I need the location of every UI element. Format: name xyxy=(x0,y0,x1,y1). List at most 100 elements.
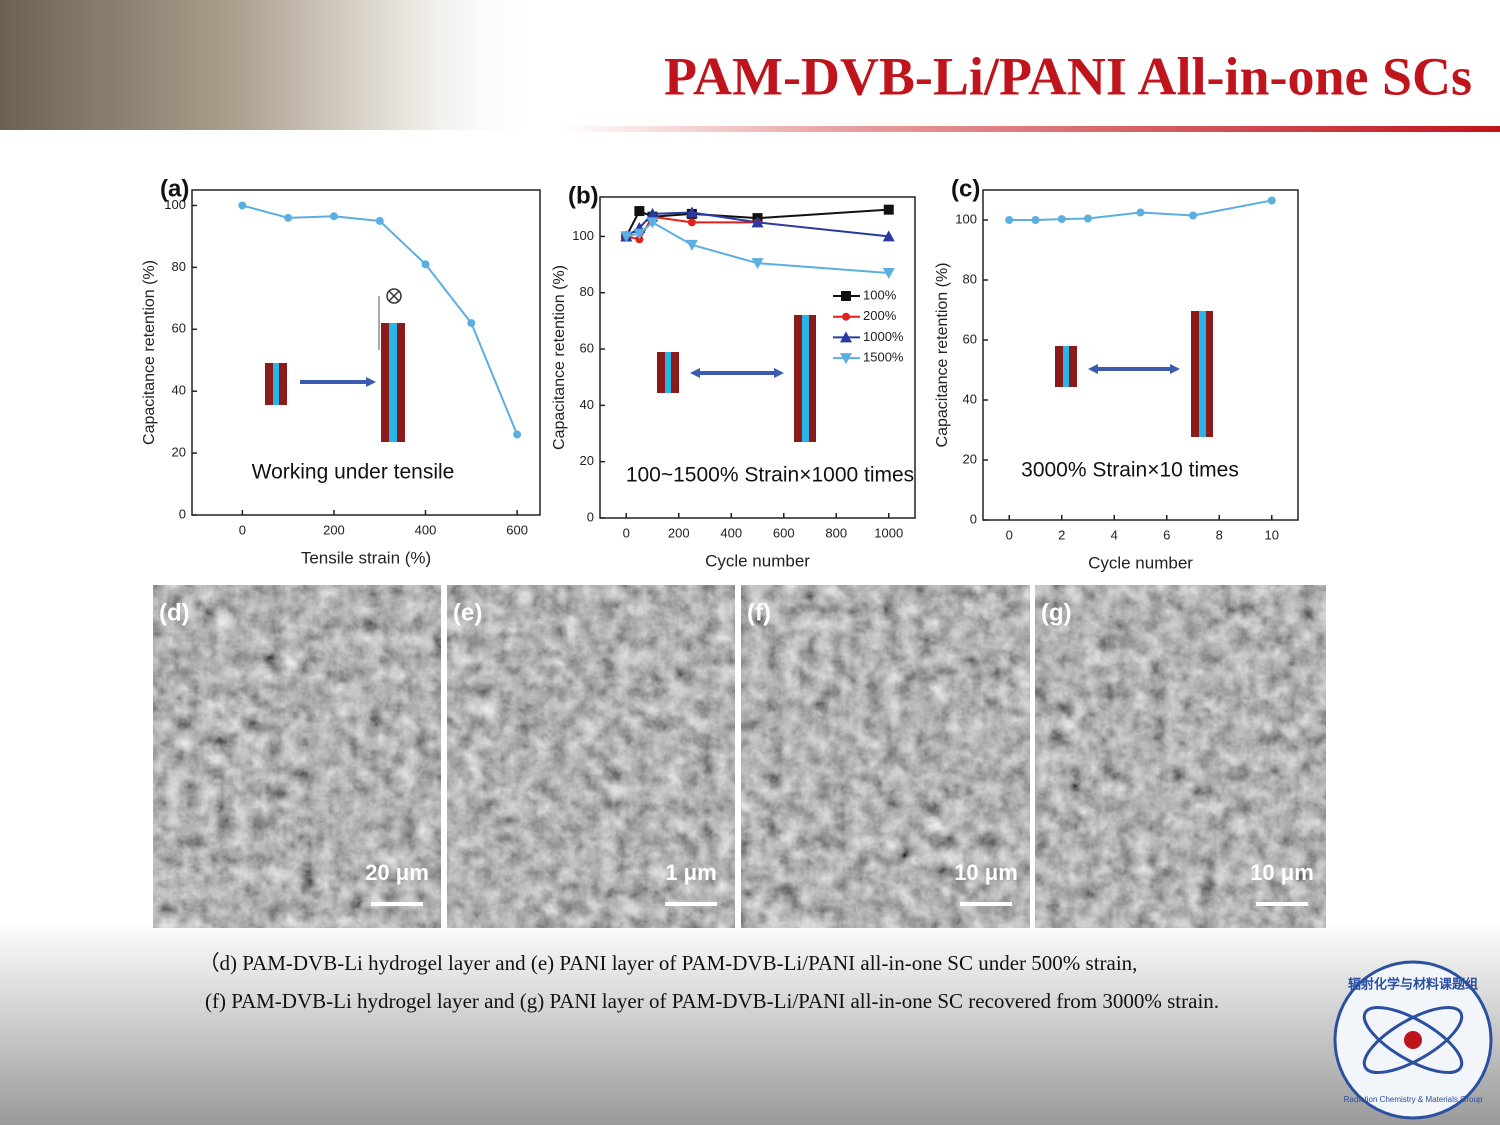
y-axis-label: Capacitance retention (%) xyxy=(551,265,568,450)
marker xyxy=(421,260,430,269)
marker xyxy=(1267,196,1276,205)
scale-text: 10 μm xyxy=(954,860,1018,885)
legend-marker xyxy=(841,291,851,301)
logo-en: Radiation Chemistry & Materials Group xyxy=(1344,1095,1483,1104)
sem-image xyxy=(1035,585,1326,928)
marker xyxy=(685,239,698,251)
title-rule xyxy=(560,126,1500,132)
marker xyxy=(1031,216,1040,224)
plot-frame xyxy=(599,196,916,519)
marker xyxy=(646,217,659,229)
image-label: (e) xyxy=(453,599,482,626)
image-label: (g) xyxy=(1041,599,1072,626)
x-tick-label: 1000 xyxy=(874,525,903,540)
marker xyxy=(513,430,522,439)
x-tick-label: 600 xyxy=(773,525,795,540)
y-tick-label: 20 xyxy=(963,451,977,466)
x-axis-label: Cycle number xyxy=(705,551,810,570)
marker xyxy=(685,206,698,218)
panel-label: (a) xyxy=(160,175,189,202)
image-label: (d) xyxy=(159,599,190,626)
legend-marker xyxy=(840,353,852,365)
y-tick-label: 60 xyxy=(580,340,594,355)
annotation: 3000% Strain×10 times xyxy=(1021,459,1239,482)
marker xyxy=(238,201,247,210)
marker xyxy=(882,230,895,242)
y-tick-label: 60 xyxy=(963,331,977,346)
marker xyxy=(1057,215,1066,224)
legend-label: 1500% xyxy=(863,350,904,365)
plot-frame xyxy=(982,189,1299,521)
caption: (f) PAM-DVB-Li hydrogel layer and (g) PA… xyxy=(205,989,1219,1013)
marker xyxy=(1084,214,1092,223)
x-axis-label: Cycle number xyxy=(1088,553,1193,572)
x-tick-label: 4 xyxy=(1111,527,1118,542)
x-tick-label: 600 xyxy=(506,522,528,537)
x-tick-label: 8 xyxy=(1216,527,1223,542)
y-tick-label: 0 xyxy=(970,511,977,526)
scale-text: 10 μm xyxy=(1250,860,1314,885)
marker xyxy=(751,216,764,228)
y-tick-label: 20 xyxy=(580,453,594,468)
x-tick-label: 200 xyxy=(668,525,690,540)
legend-label: 100% xyxy=(863,287,897,302)
marker xyxy=(882,268,895,280)
sem-image xyxy=(153,585,441,928)
marker xyxy=(633,228,646,240)
scale-text: 1 μm xyxy=(665,860,716,885)
x-tick-label: 400 xyxy=(415,522,437,537)
logo: 辐射化学与材料课题组 Radiation Chemistry & Materia… xyxy=(1333,960,1493,1120)
y-tick-label: 80 xyxy=(963,271,977,286)
annotation: 100~1500% Strain×1000 times xyxy=(626,464,914,487)
y-tick-label: 60 xyxy=(172,321,186,336)
marker xyxy=(620,231,633,243)
marker xyxy=(284,213,293,222)
marker xyxy=(1189,211,1197,220)
banner xyxy=(0,0,900,130)
y-tick-label: 80 xyxy=(580,284,594,299)
y-axis-label: Capacitance retention (%) xyxy=(141,260,158,445)
y-tick-label: 100 xyxy=(164,197,186,212)
y-tick-label: 40 xyxy=(963,391,977,406)
marker xyxy=(467,319,476,328)
marker xyxy=(634,206,645,217)
x-tick-label: 400 xyxy=(720,525,742,540)
footer-bg xyxy=(0,920,1500,1125)
x-tick-label: 2 xyxy=(1058,527,1065,542)
annotation: Working under tensile xyxy=(252,461,455,484)
y-tick-label: 40 xyxy=(172,383,186,398)
marker xyxy=(646,207,659,219)
panel-label: (c) xyxy=(951,175,980,202)
y-axis-label: Capacitance retention (%) xyxy=(934,263,951,448)
x-axis-label: Tensile strain (%) xyxy=(301,548,431,567)
legend-label: 200% xyxy=(863,308,897,323)
marker xyxy=(687,218,696,227)
y-tick-label: 0 xyxy=(587,509,594,524)
legend-marker xyxy=(842,312,850,321)
y-tick-label: 100 xyxy=(955,211,977,226)
x-tick-label: 0 xyxy=(1006,527,1013,542)
x-tick-label: 800 xyxy=(825,525,847,540)
caption: （d) PAM-DVB-Li hydrogel layer and (e) PA… xyxy=(199,951,1138,975)
marker xyxy=(1136,208,1145,217)
panel-label: (b) xyxy=(568,182,599,209)
marker xyxy=(751,258,764,270)
plot-frame xyxy=(191,189,541,516)
marker xyxy=(1005,216,1014,224)
slide-title: PAM-DVB-Li/PANI All-in-one SCs xyxy=(664,46,1472,106)
y-tick-label: 20 xyxy=(172,445,186,460)
marker xyxy=(375,216,384,225)
y-tick-label: 40 xyxy=(580,397,594,412)
y-tick-label: 80 xyxy=(172,259,186,274)
strain-diagrams xyxy=(265,288,1213,442)
legend-marker xyxy=(840,331,852,343)
x-tick-label: 200 xyxy=(323,522,345,537)
marker xyxy=(883,204,894,215)
marker xyxy=(329,212,338,221)
logo-cn: 辐射化学与材料课题组 xyxy=(1348,976,1478,991)
scale-text: 20 μm xyxy=(365,860,429,885)
x-tick-label: 0 xyxy=(623,525,630,540)
y-tick-label: 0 xyxy=(179,506,186,521)
sem-image xyxy=(741,585,1030,928)
